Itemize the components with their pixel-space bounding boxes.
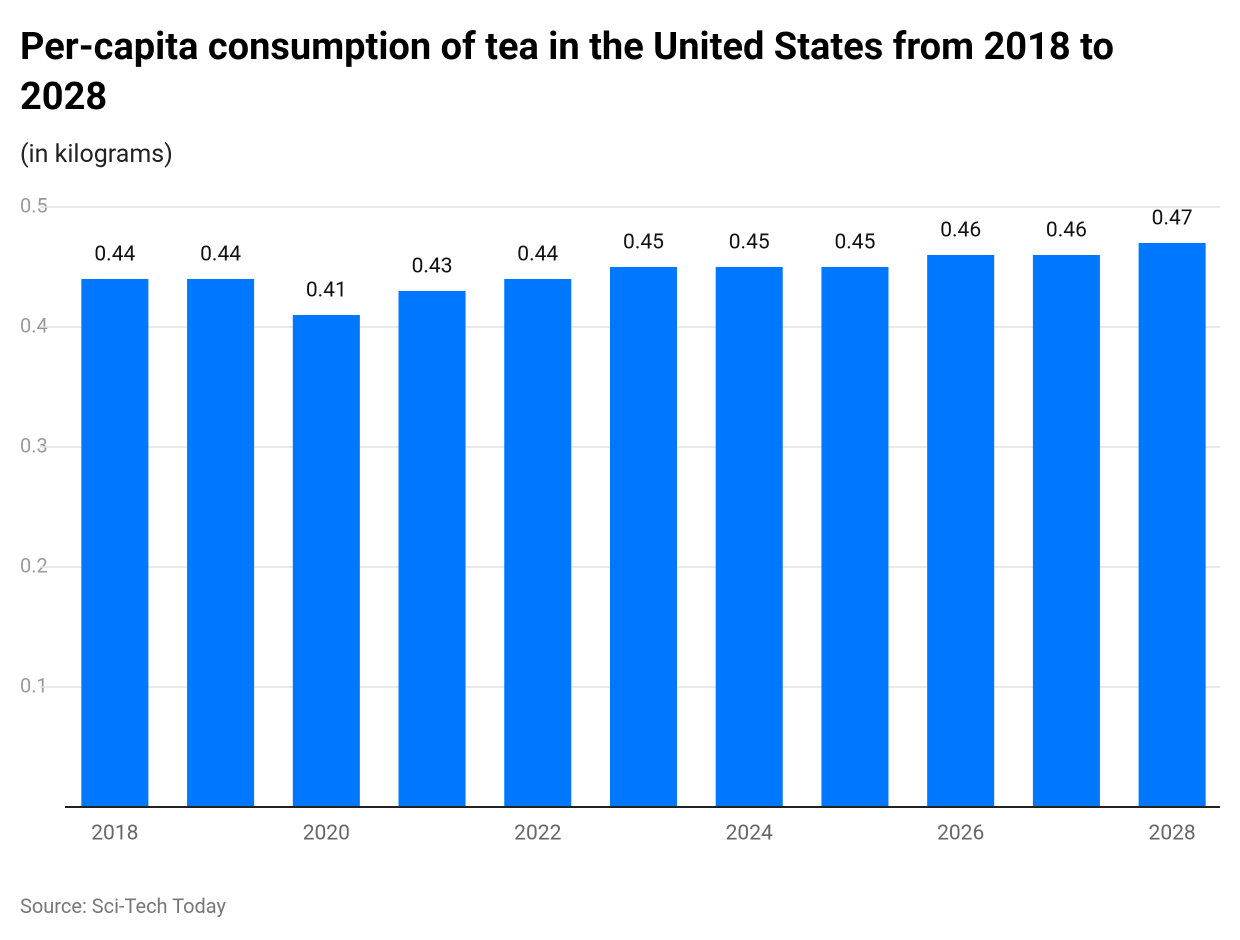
- chart-title: Per-capita consumption of tea in the Uni…: [20, 25, 1114, 119]
- value-label: 0.45: [729, 231, 770, 255]
- y-tick-label: 0.3: [20, 433, 48, 457]
- value-label: 0.45: [623, 231, 664, 255]
- source-note: Source: Sci-Tech Today: [20, 894, 226, 918]
- bar: [609, 267, 678, 807]
- y-tick-label: 0.4: [20, 313, 48, 337]
- value-label: 0.44: [94, 243, 135, 267]
- x-tick-label: 2026: [937, 822, 984, 846]
- x-tick-label: 2018: [91, 822, 138, 846]
- value-label: 0.46: [940, 219, 981, 243]
- bar: [821, 267, 889, 807]
- bar: [1032, 255, 1100, 807]
- bar: [715, 267, 783, 807]
- bar: [927, 255, 995, 807]
- x-tick-label: 2022: [514, 822, 561, 846]
- value-label: 0.44: [200, 243, 241, 267]
- x-tick-label: 2024: [726, 822, 773, 846]
- value-label: 0.44: [517, 243, 558, 267]
- chart-subtitle: (in kilograms): [20, 140, 173, 169]
- bar: [504, 279, 572, 807]
- value-label: 0.46: [1046, 219, 1087, 243]
- y-tick-label: 0.2: [20, 553, 48, 577]
- value-label: 0.43: [412, 255, 453, 279]
- y-tick-label: 0.1: [20, 673, 48, 697]
- bar: [187, 279, 255, 807]
- bar: [81, 279, 149, 807]
- value-label: 0.41: [306, 279, 347, 303]
- bar: [292, 315, 360, 807]
- x-tick-label: 2028: [1149, 822, 1196, 846]
- bar: [398, 291, 466, 807]
- value-label: 0.45: [834, 231, 875, 255]
- x-tick-label: 2020: [303, 822, 350, 846]
- bar: [1138, 243, 1206, 807]
- y-tick-label: 0.5: [20, 193, 48, 217]
- value-label: 0.47: [1152, 207, 1193, 231]
